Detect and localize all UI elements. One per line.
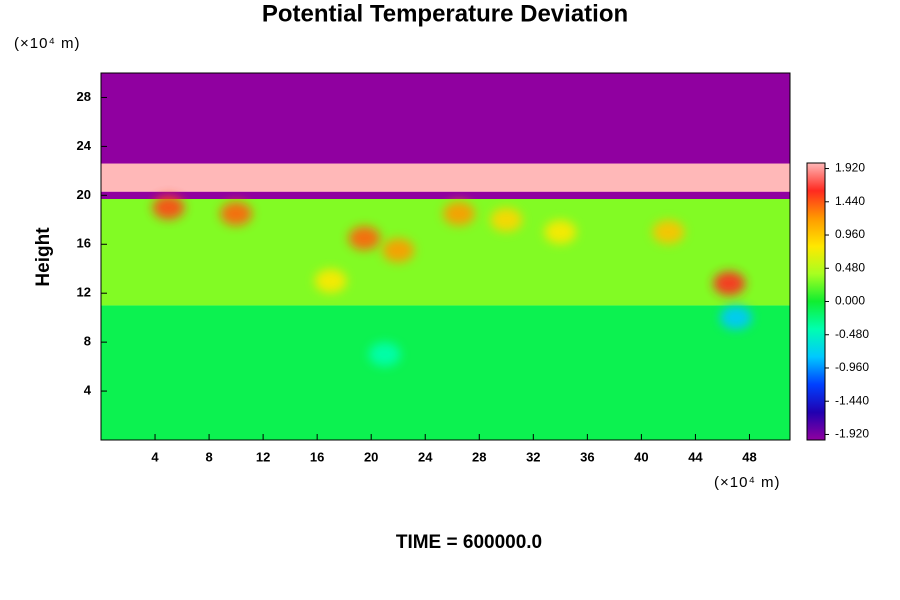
field-layer (101, 191, 790, 200)
y-tick-label: 28 (77, 89, 91, 104)
y-tick-label: 12 (77, 285, 91, 300)
field-layer (101, 163, 790, 192)
x-tick-label: 24 (418, 449, 433, 464)
x-tick-label: 44 (688, 449, 703, 464)
colorbar-label: -1.440 (835, 393, 869, 407)
footer: TIME = 600000.0 (396, 532, 542, 553)
field-layer (101, 73, 790, 164)
colorbar-label: 0.000 (835, 294, 865, 308)
y-tick-label: 16 (77, 236, 91, 251)
field-feature (220, 201, 253, 226)
x-tick-label: 36 (580, 449, 594, 464)
colorbar-label: -1.920 (835, 427, 869, 441)
y-tick-label: 20 (77, 187, 91, 202)
x-tick-label: 4 (151, 449, 159, 464)
x-tick-label: 40 (634, 449, 648, 464)
colorbar-label: -0.480 (835, 327, 869, 341)
y-tick-label: 4 (84, 383, 92, 398)
field-feature (713, 271, 746, 296)
colorbar-label: 1.440 (835, 194, 865, 208)
field-feature (348, 226, 381, 251)
colorbar-label: -0.960 (835, 360, 869, 374)
chart-title: Potential Temperature Deviation (262, 0, 628, 27)
x-tick-label: 12 (256, 449, 270, 464)
field-feature (368, 342, 401, 367)
field-feature (382, 238, 415, 263)
field-layer (101, 305, 790, 440)
field-feature (152, 195, 185, 220)
x-tick-label: 8 (205, 449, 212, 464)
field-feature (490, 207, 523, 232)
x-tick-label: 28 (472, 449, 486, 464)
y-tick-label: 24 (77, 138, 92, 153)
field-feature (652, 220, 685, 245)
plot-frame (100, 72, 791, 441)
y-tick-label: 8 (84, 334, 91, 349)
colorbar-label: 0.960 (835, 227, 865, 241)
x-tick-label: 48 (742, 449, 756, 464)
field (101, 73, 790, 440)
x-unit: (×10⁴ m) (714, 474, 781, 491)
y-unit: (×10⁴ m) (14, 35, 81, 52)
field-feature (443, 201, 476, 226)
field-feature (544, 220, 577, 245)
colorbar (806, 162, 826, 441)
colorbar-label: 1.920 (835, 161, 865, 175)
y-axis-title: Height (33, 227, 54, 287)
field-feature (314, 268, 347, 293)
x-tick-label: 32 (526, 449, 540, 464)
x-tick-label: 20 (364, 449, 378, 464)
x-tick-label: 16 (310, 449, 324, 464)
colorbar-label: 0.480 (835, 260, 865, 274)
field-feature (719, 305, 752, 330)
